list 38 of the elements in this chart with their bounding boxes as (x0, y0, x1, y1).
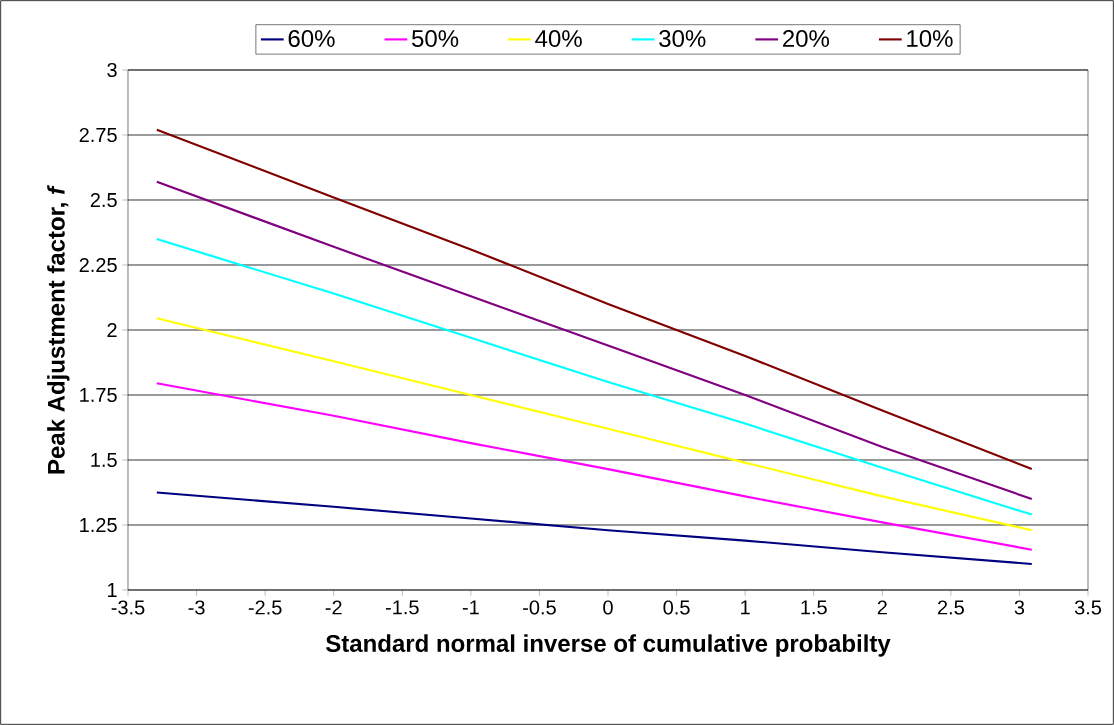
x-tick-label: 0 (603, 600, 613, 615)
x-tick-label: -0.5 (523, 600, 556, 615)
x-tick-label: -1.5 (385, 600, 419, 615)
y-tick-label: 2.5 (90, 192, 117, 208)
x-tick-label: -2 (325, 600, 342, 615)
line-series (155, 237, 1033, 516)
x-tick-label: 1.5 (801, 600, 827, 615)
x-tick-label: 3 (1014, 600, 1025, 615)
x-tick-label: 3.5 (1074, 600, 1102, 615)
legend-label: 40% (535, 30, 582, 48)
legend-label: 50% (412, 30, 459, 48)
line-series (155, 128, 1033, 471)
y-tick-label: 1.25 (80, 517, 117, 533)
x-tick-label: -3 (188, 600, 205, 615)
y-tick-label: 3 (107, 62, 117, 78)
x-tick-label: -1 (462, 600, 479, 615)
x-tick-label: 1 (741, 600, 750, 615)
x-tick-label: 0.5 (663, 600, 690, 615)
y-tick-label: 2.25 (79, 257, 117, 273)
line-series (155, 180, 1033, 501)
legend-label: 30% (659, 30, 706, 48)
x-tick-label: 2.5 (937, 600, 964, 615)
x-tick-label: -3.5 (111, 600, 145, 615)
y-tick-label: 1 (108, 583, 117, 597)
legend-label: 60% (288, 30, 335, 48)
y-tick-label: 2 (107, 323, 117, 337)
y-tick-label: 1.5 (91, 453, 117, 467)
y-tick-label: 2.75 (79, 127, 117, 143)
x-tick-label: -2.5 (248, 600, 282, 615)
x-axis-title: Standard normal inverse of cumulative probabilty (325, 634, 891, 657)
y-tick-label: 1.75 (80, 388, 117, 402)
x-tick-label: 2 (877, 600, 887, 615)
legend-label: 10% (907, 30, 953, 48)
line-series (155, 317, 1033, 532)
y-axis-title: Peak Adjustment factor, f (47, 184, 70, 474)
legend-label: 20% (783, 30, 830, 48)
line-series (155, 491, 1033, 566)
line-series (155, 382, 1033, 551)
